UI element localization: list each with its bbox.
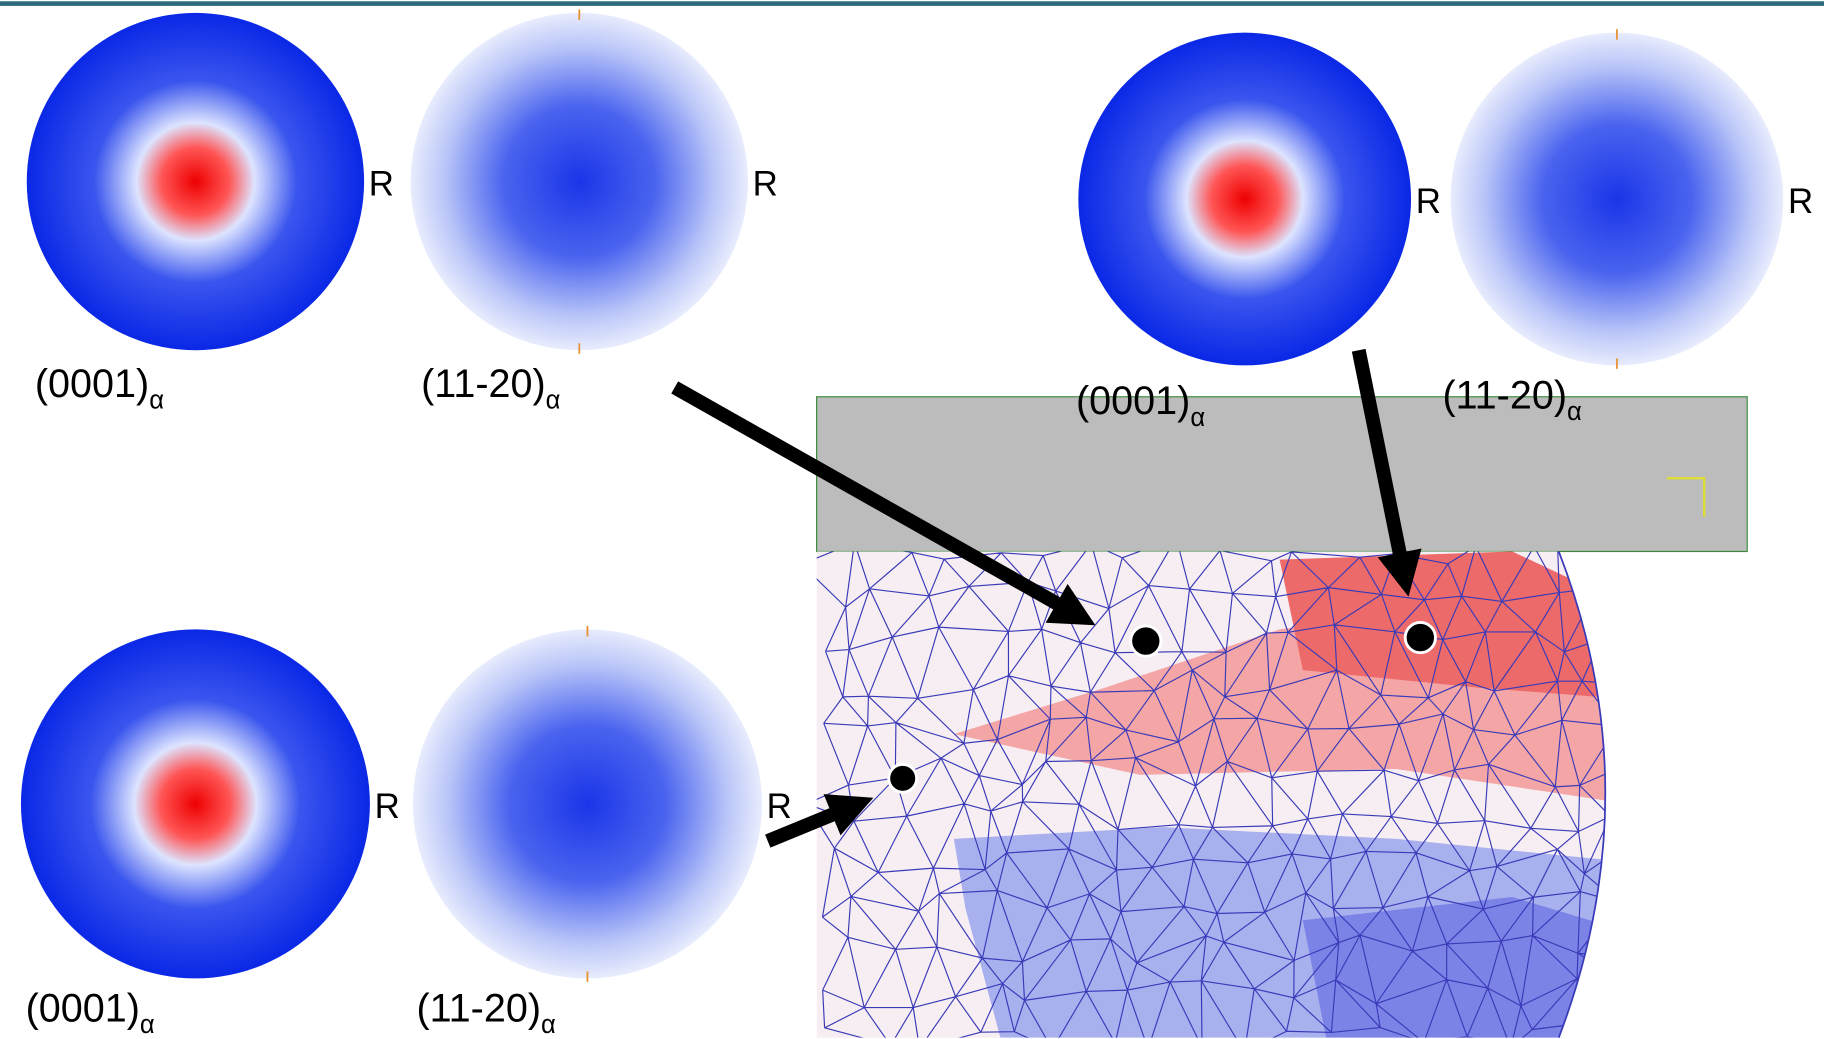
mesh bbox=[801, 538, 1685, 1039]
pole-label: (0001)α bbox=[35, 362, 164, 415]
pole-label: (11-20)α bbox=[421, 362, 561, 415]
pole-plane: (11-20) bbox=[1442, 373, 1567, 417]
pole-subscript: α bbox=[1190, 404, 1205, 432]
pole-subscript: α bbox=[149, 386, 164, 414]
pole-label: (0001)α bbox=[26, 986, 155, 1039]
point bbox=[889, 764, 917, 792]
pole-figure bbox=[1451, 33, 1784, 366]
pole-figure bbox=[1078, 33, 1411, 366]
direction-label: R bbox=[1416, 182, 1441, 221]
pole-plane: (11-20) bbox=[416, 986, 541, 1030]
direction-label: R bbox=[375, 787, 400, 826]
pole-figure bbox=[27, 13, 364, 350]
pole-subscript: α bbox=[546, 386, 561, 414]
pole-plane: (0001) bbox=[35, 362, 149, 406]
point bbox=[1405, 622, 1435, 652]
direction-label: R bbox=[1788, 182, 1813, 221]
pole-figure bbox=[413, 629, 762, 978]
pole-plane: (11-20) bbox=[421, 362, 546, 406]
direction-label: R bbox=[369, 165, 394, 204]
pole-figure bbox=[411, 13, 748, 350]
page: {"figures":[ {"poles":[{"label":"(0001)"… bbox=[0, 0, 1824, 1039]
pole-plane: (0001) bbox=[1076, 379, 1190, 423]
figure: R(0001)αR(11-20)αR(0001)αR(11-20)αR(0001… bbox=[0, 0, 1824, 1039]
pole-label: (11-20)α bbox=[416, 986, 556, 1039]
pole-subscript: α bbox=[541, 1011, 556, 1039]
direction-label: R bbox=[767, 787, 792, 826]
pole-subscript: α bbox=[1567, 398, 1582, 426]
top-bar bbox=[0, 1, 1824, 6]
pole-figure bbox=[21, 629, 370, 978]
direction-label: R bbox=[753, 165, 778, 204]
pole-subscript: α bbox=[140, 1011, 155, 1039]
point bbox=[1131, 626, 1161, 656]
pole-plane: (0001) bbox=[26, 986, 140, 1030]
plate bbox=[817, 397, 1748, 552]
